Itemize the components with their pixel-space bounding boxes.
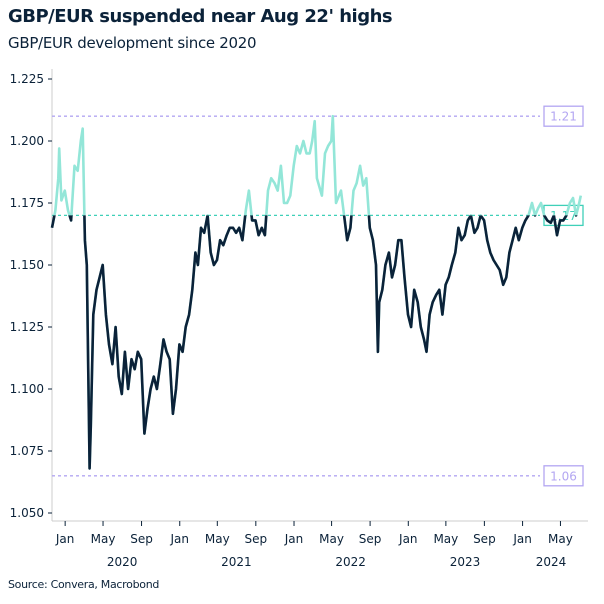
reference-label: 1.21 <box>550 110 577 124</box>
y-tick-label: 1.175 <box>10 196 44 210</box>
reference-label-box <box>543 465 584 487</box>
series-line-above-threshold <box>50 114 583 470</box>
x-year-label: 2020 <box>107 555 138 569</box>
x-tick-label: May <box>433 532 458 546</box>
x-tick-label: Sep <box>473 532 496 546</box>
reference-label: 1.17 <box>550 209 577 223</box>
chart-title: GBP/EUR suspended near Aug 22' highs <box>8 6 393 27</box>
x-year-label: 2021 <box>221 555 252 569</box>
x-tick-label: May <box>91 532 116 546</box>
y-tick-label: 1.050 <box>10 506 44 520</box>
reference-label-box <box>543 105 584 127</box>
x-tick-label: May <box>205 532 230 546</box>
y-tick-label: 1.125 <box>10 320 44 334</box>
source-note: Source: Convera, Macrobond <box>8 578 160 591</box>
x-tick-label: Jan <box>398 532 418 546</box>
reference-label: 1.06 <box>550 469 577 483</box>
y-tick-label: 1.150 <box>10 258 44 272</box>
chart-subtitle: GBP/EUR development since 2020 <box>8 34 257 52</box>
x-tick-label: Sep <box>130 532 153 546</box>
x-year-label: 2023 <box>450 555 481 569</box>
x-tick-label: Jan <box>55 532 75 546</box>
x-tick-label: Jan <box>284 532 304 546</box>
x-tick-label: Sep <box>245 532 268 546</box>
y-tick-label: 1.075 <box>10 444 44 458</box>
x-tick-label: Jan <box>169 532 189 546</box>
y-tick-label: 1.225 <box>10 72 44 86</box>
x-tick-label: Sep <box>359 532 382 546</box>
x-year-label: 2024 <box>536 555 567 569</box>
y-tick-label: 1.100 <box>10 382 44 396</box>
series-line-gbp-eur <box>50 215 578 470</box>
y-tick-label: 1.200 <box>10 134 44 148</box>
x-tick-label: Jan <box>512 532 532 546</box>
x-tick-label: May <box>548 532 573 546</box>
x-tick-label: May <box>319 532 344 546</box>
x-year-label: 2022 <box>335 555 366 569</box>
